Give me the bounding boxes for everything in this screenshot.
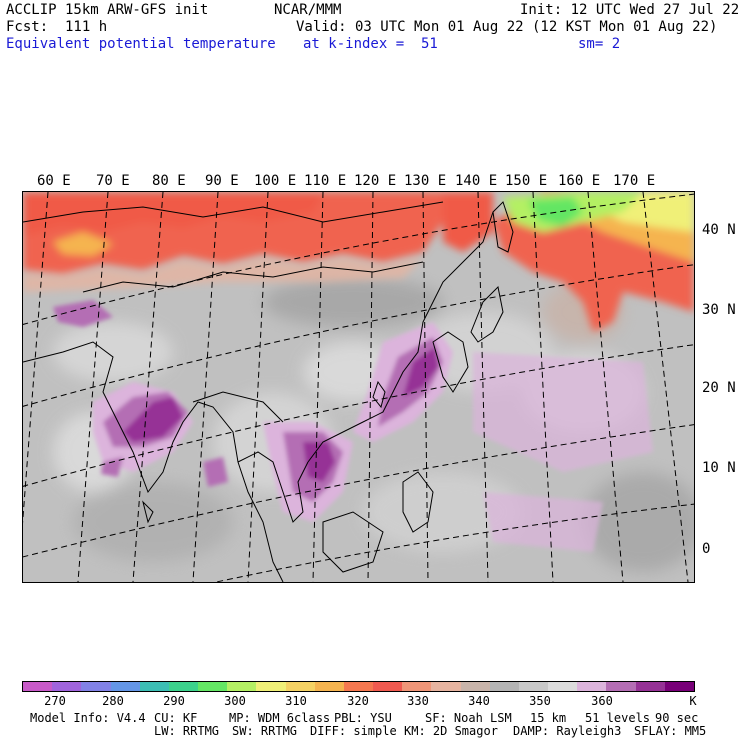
colorbar-tick: 280: [102, 694, 124, 708]
sflay-scheme: SFLAY: MM5: [634, 724, 707, 738]
colorbar-swatch: [548, 682, 578, 691]
lon-label: 160 E: [558, 173, 601, 189]
valid-time: Valid: 03 UTC Mon 01 Aug 22 (12 KST Mon …: [296, 19, 718, 35]
lon-label: 140 E: [455, 173, 498, 189]
colorbar-swatch: [343, 682, 374, 691]
colorbar-swatch: [606, 682, 636, 691]
mp-scheme: MP: WDM 6class: [229, 711, 331, 725]
map-graphic: [23, 192, 694, 582]
colorbar-swatch: [460, 682, 490, 691]
field-name: Equivalent potential temperature: [6, 36, 276, 52]
init-time: Init: 12 UTC Wed 27 Jul 22: [520, 2, 740, 18]
lon-label: 70 E: [96, 173, 130, 189]
colorbar-tick: 320: [347, 694, 369, 708]
lon-label: 120 E: [354, 173, 397, 189]
colorbar-tick: 340: [468, 694, 490, 708]
lat-label: 40 N: [702, 222, 736, 238]
colorbar-swatch: [227, 682, 257, 691]
colorbar-swatch: [489, 682, 519, 691]
lon-label: 110 E: [304, 173, 347, 189]
lon-label: 90 E: [205, 173, 239, 189]
lw-scheme: LW: RRTMG: [154, 724, 220, 738]
colorbar-tick: 300: [224, 694, 246, 708]
colorbar-swatch: [373, 682, 403, 691]
org-label: NCAR/MMM: [274, 2, 342, 18]
colorbar-swatch: [198, 682, 228, 691]
theta-e-map: [22, 191, 695, 583]
levels: 51 levels: [585, 711, 651, 725]
colorbar-unit: K: [689, 694, 697, 708]
colorbar-swatch: [314, 682, 344, 691]
colorbar-swatch: [23, 682, 53, 691]
colorbar-swatch: [81, 682, 111, 691]
model-title: ACCLIP 15km ARW-GFS init: [6, 2, 209, 18]
lon-label: 60 E: [37, 173, 71, 189]
lat-label: 20 N: [702, 380, 736, 396]
colorbar: [22, 681, 695, 692]
lon-label: 130 E: [404, 173, 447, 189]
colorbar-swatch: [285, 682, 315, 691]
lat-label: 10 N: [702, 460, 736, 476]
colorbar-tick: 330: [407, 694, 429, 708]
colorbar-tick: 310: [285, 694, 307, 708]
colorbar-swatch: [110, 682, 140, 691]
colorbar-swatch: [256, 682, 286, 691]
colorbar-swatch: [577, 682, 607, 691]
km-scheme: KM: 2D Smagor: [404, 724, 498, 738]
colorbar-swatch: [664, 682, 694, 691]
lon-label: 80 E: [152, 173, 186, 189]
lon-label: 170 E: [613, 173, 656, 189]
colorbar-swatch: [431, 682, 461, 691]
colorbar-swatch: [52, 682, 82, 691]
lat-label: 30 N: [702, 302, 736, 318]
smoothing-label: sm= 2: [578, 36, 621, 52]
damp-scheme: DAMP: Rayleigh3: [513, 724, 622, 738]
sw-scheme: SW: RRTMG: [232, 724, 298, 738]
lat-label: 0: [702, 541, 711, 557]
forecast-hour: Fcst: 111 h: [6, 19, 108, 35]
cu-scheme: CU: KF: [154, 711, 198, 725]
lon-label: 100 E: [254, 173, 297, 189]
diff-scheme: DIFF: simple: [310, 724, 397, 738]
resolution: 15 km: [530, 711, 567, 725]
colorbar-tick: 360: [591, 694, 613, 708]
model-info: Model Info: V4.4: [30, 711, 146, 725]
colorbar-swatch: [402, 682, 432, 691]
level-label: at k-index = 51: [303, 36, 438, 52]
pbl-scheme: PBL: YSU: [334, 711, 392, 725]
colorbar-tick: 350: [529, 694, 551, 708]
colorbar-tick: 290: [163, 694, 185, 708]
colorbar-tick: 270: [44, 694, 66, 708]
colorbar-swatch: [139, 682, 169, 691]
timestep: 90 sec: [655, 711, 699, 725]
colorbar-swatch: [518, 682, 549, 691]
colorbar-swatch: [168, 682, 199, 691]
lon-label: 150 E: [505, 173, 548, 189]
sf-scheme: SF: Noah LSM: [425, 711, 512, 725]
colorbar-swatch: [635, 682, 665, 691]
